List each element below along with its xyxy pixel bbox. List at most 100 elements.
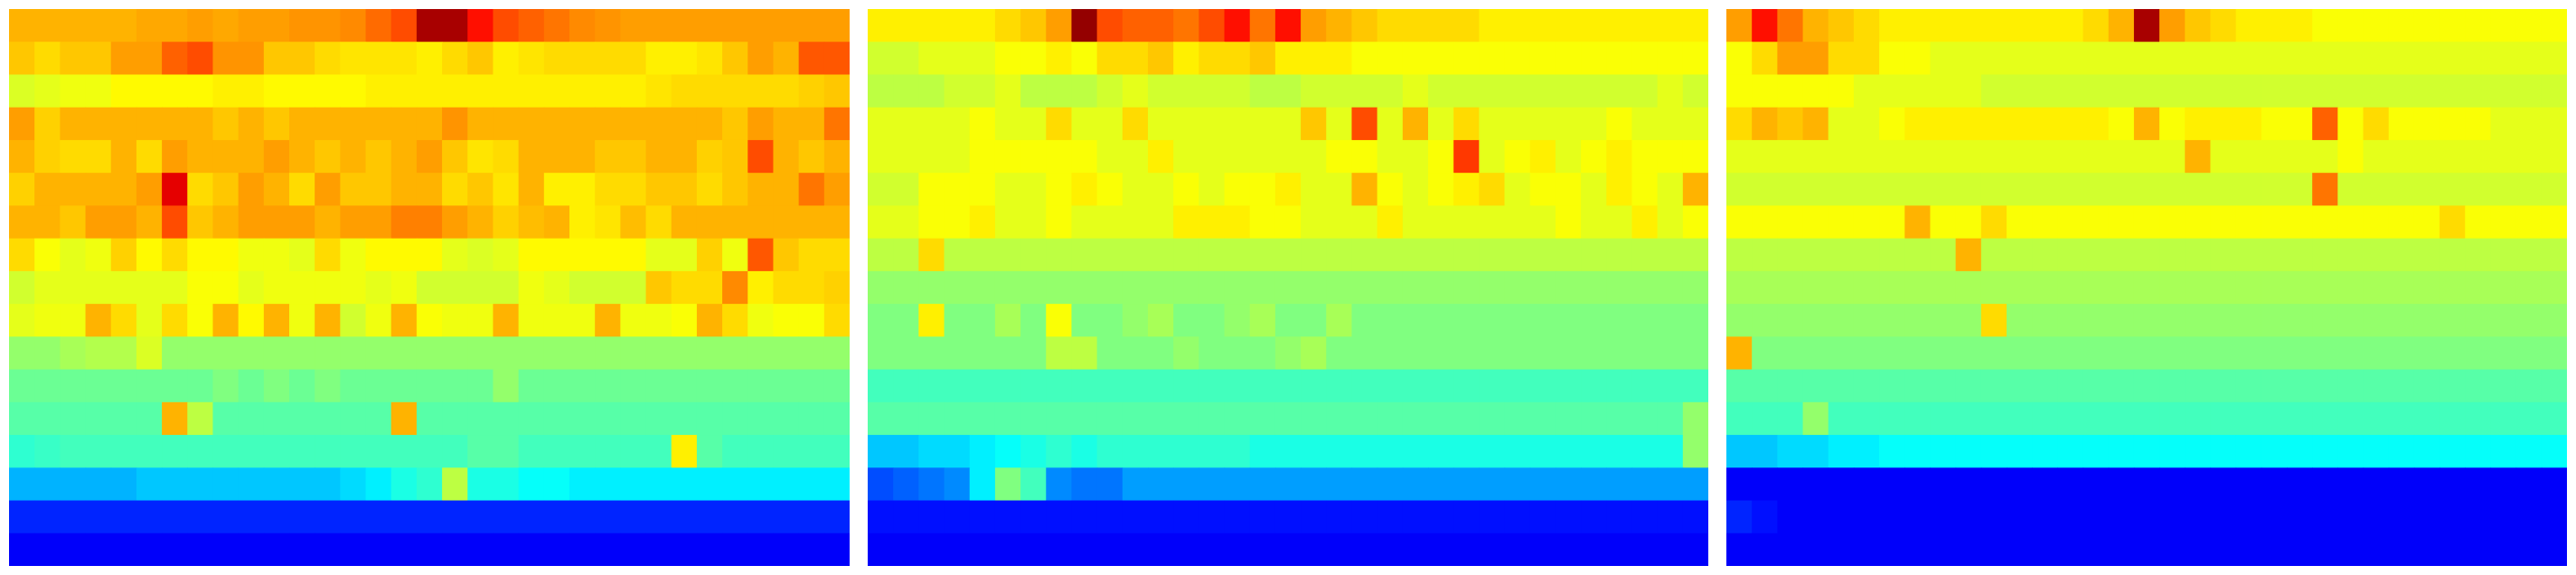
heatmap-cell [2287,336,2313,371]
heatmap-cell [1274,238,1302,272]
heatmap-cell [1326,304,1353,337]
heatmap-cell [1802,467,1829,502]
heatmap-cell [1428,9,1454,42]
heatmap-cell [1377,533,1404,566]
heatmap-cell [918,435,945,468]
heatmap-cell [315,74,341,108]
heatmap-cell [1326,500,1353,534]
heatmap-cell [969,9,996,42]
heatmap-cell [2413,9,2440,42]
heatmap-cell [390,173,418,207]
heatmap-cell [944,173,971,207]
heatmap-cell [1980,467,2007,502]
heatmap-cell [2261,435,2288,468]
heatmap-cell [2210,173,2237,207]
heatmap-cell [1853,173,1880,207]
heatmap-cell [9,173,35,207]
heatmap-cell [1326,205,1353,240]
heatmap-cell [1777,238,1804,272]
heatmap-cell [518,9,545,42]
heatmap-cell [2337,42,2364,76]
heatmap-cell [390,369,418,403]
heatmap-cell [9,107,35,141]
heatmap-cell [1980,401,2007,436]
heatmap-cell [85,435,112,468]
heatmap-cell [969,107,996,141]
heatmap-cell [1529,336,1556,371]
heatmap-cell [1504,42,1531,76]
heatmap-cell [1606,270,1633,305]
heatmap-cell [136,238,163,272]
heatmap-cell [2413,139,2440,174]
heatmap-cell [671,336,698,371]
heatmap-cell [60,74,87,108]
heatmap-cell [315,304,341,337]
heatmap-cell [1828,304,1855,337]
heatmap-cell [365,435,392,468]
heatmap-cell [365,107,392,141]
heatmap-cell [1479,173,1506,207]
heatmap-cell [1581,401,1607,436]
heatmap-cell [162,401,188,436]
heatmap-cell [467,74,494,108]
heatmap-cell [2388,173,2415,207]
heatmap-cell [1980,270,2007,305]
heatmap-cell [1682,467,1708,502]
heatmap-cell [60,205,87,240]
heatmap-cell [543,107,570,141]
heatmap-cell [442,336,468,371]
heatmap-cell [1274,369,1302,403]
heatmap-cell [34,369,61,403]
heatmap-cell [1657,42,1684,76]
heatmap-cell [493,369,520,403]
heatmap-cell [2363,304,2390,337]
heatmap-cell [1879,467,1905,502]
heatmap-cell [994,401,1021,436]
heatmap-cell [1631,238,1659,272]
heatmap-cell [2007,270,2033,305]
heatmap-cell [2465,500,2492,534]
heatmap-cell [263,238,290,272]
heatmap-cell [2465,304,2492,337]
heatmap-cell [1173,336,1199,371]
heatmap-panel-2 [868,9,1708,566]
heatmap-cell [518,369,545,403]
heatmap-cell [645,270,672,305]
heatmap-cell [944,74,971,108]
heatmap-cell [1802,401,1829,436]
heatmap-cell [1529,304,1556,337]
heatmap-cell [2490,74,2517,108]
heatmap-cell [263,107,290,141]
heatmap-cell [136,9,163,42]
heatmap-cell [85,500,112,534]
heatmap-cell [212,467,240,502]
heatmap-cell [773,270,800,305]
heatmap-cell [1479,107,1506,141]
heatmap-cell [893,205,919,240]
heatmap-cell [918,9,945,42]
heatmap-cell [238,205,265,240]
heatmap-cell [722,42,748,76]
heatmap-cell [467,336,494,371]
heatmap-cell [1199,107,1226,141]
heatmap-cell [543,435,570,468]
heatmap-cell [722,139,748,174]
heatmap-cell [442,467,468,502]
heatmap-cell [773,467,800,502]
heatmap-cell [1428,401,1454,436]
heatmap-cell [1096,304,1123,337]
heatmap-cell [747,533,775,566]
heatmap-cell [390,401,418,436]
heatmap-cell [2108,74,2135,108]
heatmap-cell [1980,107,2007,141]
heatmap-cell [1904,42,1932,76]
heatmap-cell [1428,435,1454,468]
heatmap-cell [467,139,494,174]
heatmap-cell [994,74,1021,108]
heatmap-cell [1249,336,1276,371]
heatmap-cell [1479,369,1506,403]
heatmap-cell [569,42,596,76]
heatmap-cell [1682,533,1708,566]
heatmap-cell [1020,42,1047,76]
heatmap-cell [696,238,723,272]
